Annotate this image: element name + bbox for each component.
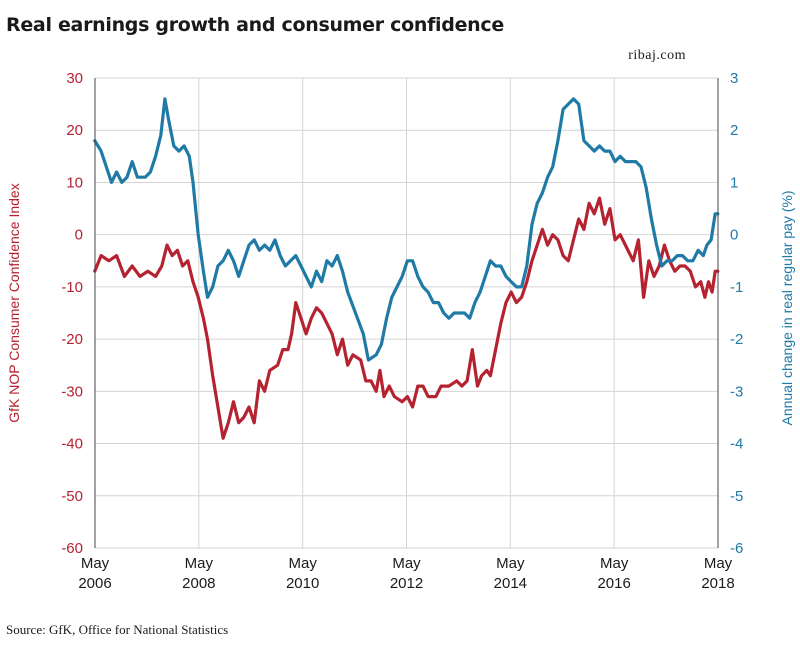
- x-tick-label-year: 2018: [701, 575, 734, 592]
- right-tick-label: -4: [730, 436, 743, 453]
- left-tick-label: -20: [61, 331, 83, 348]
- x-tick-label-year: 2016: [597, 575, 630, 592]
- right-tick-label: 2: [730, 122, 738, 139]
- brand-label: ribaj.com: [628, 48, 686, 63]
- left-tick-label: 10: [66, 174, 83, 191]
- x-tick-label-month: May: [600, 555, 629, 572]
- left-tick-label: -60: [61, 540, 83, 557]
- real-pay-line: [93, 97, 720, 362]
- right-tick-label: -5: [730, 488, 743, 505]
- left-tick-label: -50: [61, 488, 83, 505]
- tick-labels: 3020100-10-20-30-40-50-603210-1-2-3-4-5-…: [61, 70, 743, 592]
- x-tick-label-month: May: [81, 555, 110, 572]
- x-tick-label-year: 2012: [390, 575, 423, 592]
- left-tick-label: -40: [61, 436, 83, 453]
- right-axis-label: Annual change in real regular pay (%): [779, 190, 795, 425]
- left-tick-label: 30: [66, 70, 83, 87]
- source-note: Source: GfK, Office for National Statist…: [6, 622, 229, 637]
- x-tick-label-year: 2006: [78, 575, 111, 592]
- right-tick-label: -1: [730, 279, 743, 296]
- left-axis-label: GfK NOP Consumer Confidence Index: [6, 183, 22, 422]
- grid: [94, 77, 719, 549]
- chart-title: Real earnings growth and consumer confid…: [6, 14, 504, 36]
- left-tick-label: 0: [75, 227, 83, 244]
- series-layer: [93, 97, 720, 440]
- left-tick-label: 20: [66, 122, 83, 139]
- axes: [94, 78, 719, 548]
- x-tick-label-year: 2008: [182, 575, 215, 592]
- right-tick-label: -3: [730, 383, 743, 400]
- right-tick-label: -2: [730, 331, 743, 348]
- right-tick-label: 1: [730, 174, 738, 191]
- left-tick-label: -30: [61, 383, 83, 400]
- x-tick-label-month: May: [704, 555, 733, 572]
- x-tick-label-month: May: [392, 555, 421, 572]
- consumer-confidence-line: [93, 196, 720, 440]
- left-tick-label: -10: [61, 279, 83, 296]
- right-tick-label: 3: [730, 70, 738, 87]
- x-tick-label-year: 2010: [286, 575, 319, 592]
- x-tick-label-month: May: [288, 555, 317, 572]
- right-tick-label: 0: [730, 227, 738, 244]
- x-tick-label-month: May: [185, 555, 214, 572]
- right-tick-label: -6: [730, 540, 743, 557]
- x-tick-label-year: 2014: [494, 575, 527, 592]
- x-tick-label-month: May: [496, 555, 525, 572]
